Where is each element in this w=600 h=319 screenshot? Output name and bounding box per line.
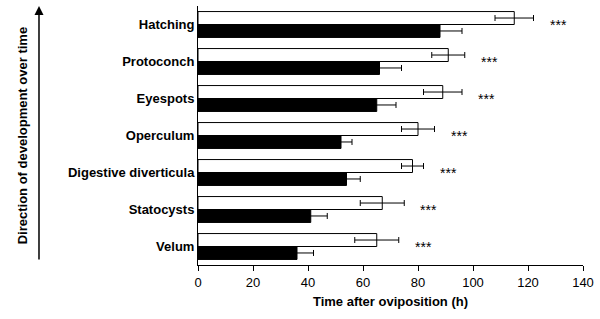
svg-text:***: ***: [440, 165, 457, 181]
svg-text:Statocysts: Statocysts: [129, 202, 195, 217]
svg-text:140: 140: [572, 275, 594, 290]
svg-text:Velum: Velum: [156, 239, 194, 254]
svg-text:100: 100: [462, 275, 484, 290]
svg-text:***: ***: [550, 17, 567, 33]
svg-text:***: ***: [420, 202, 437, 218]
svg-text:***: ***: [451, 128, 468, 144]
svg-text:***: ***: [481, 54, 498, 70]
svg-text:80: 80: [411, 275, 425, 290]
svg-text:60: 60: [356, 275, 370, 290]
svg-text:Hatching: Hatching: [139, 17, 195, 32]
svg-text:Eyespots: Eyespots: [137, 91, 195, 106]
svg-text:Protoconch: Protoconch: [122, 54, 194, 69]
svg-text:***: ***: [415, 239, 432, 255]
svg-text:Direction of development over: Direction of development over time: [15, 27, 30, 244]
svg-text:20: 20: [246, 275, 260, 290]
svg-text:40: 40: [301, 275, 315, 290]
svg-text:0: 0: [194, 275, 201, 290]
svg-text:Digestive diverticula: Digestive diverticula: [68, 165, 195, 180]
svg-text:120: 120: [517, 275, 539, 290]
svg-text:***: ***: [478, 91, 495, 107]
svg-text:Time after oviposition (h): Time after oviposition (h): [313, 294, 468, 309]
svg-text:Operculum: Operculum: [126, 128, 195, 143]
